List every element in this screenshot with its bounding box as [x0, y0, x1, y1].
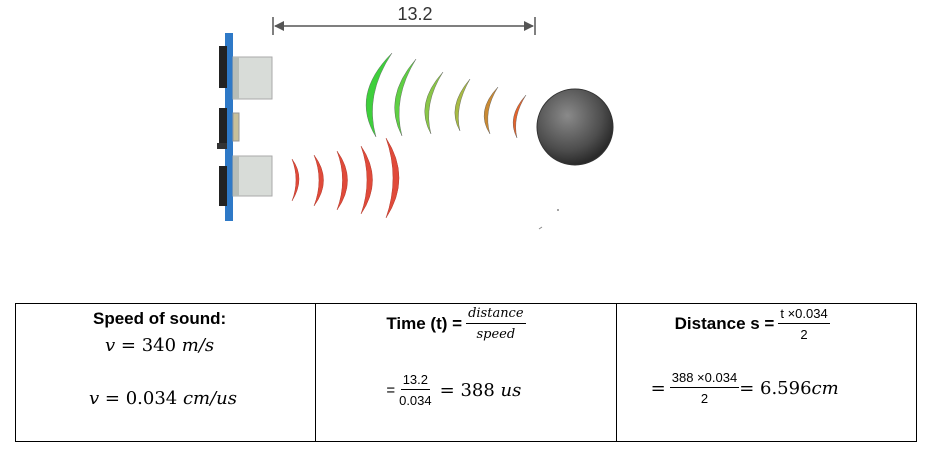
emitted-sound-waves [291, 137, 400, 219]
formula-table: Speed of sound: v = 340 m/s v = 0.034 cm… [14, 303, 918, 442]
speed-line-ms: v = 340 m/s [105, 335, 215, 356]
distance-label: 13.2 [397, 4, 432, 24]
echo-wave-5 [483, 86, 499, 135]
distance-calculation: = 388 ×0.034 2 = 6.596cm [650, 370, 839, 406]
distance-result: = 6.596cm [739, 377, 839, 399]
distance-label: Distance s = [674, 314, 775, 333]
speed-line-cmus: v = 0.034 cm/us [89, 388, 237, 409]
echo-wave-1 [365, 52, 393, 138]
ultrasonic-diagram: 13.2 [217, 4, 614, 230]
target-object [536, 88, 614, 166]
time-frac-num: distance [466, 306, 526, 324]
time-result: = 388 us [439, 379, 522, 401]
echo-sound-waves [365, 52, 527, 139]
time-label: Time (t) = [386, 314, 463, 333]
speed-title: Speed of sound: [93, 309, 227, 328]
time-formula: Time (t) = distance speed [386, 306, 526, 342]
emitted-wave-5 [385, 137, 400, 219]
emitted-wave-2 [313, 154, 324, 207]
distance-frac-den: 2 [800, 327, 808, 342]
echo-wave-6 [512, 94, 527, 139]
receiver-transducer [232, 155, 273, 197]
crystal-component [232, 112, 240, 142]
time-cell: Time (t) = distance speed = 13.2 0.034 =… [315, 303, 617, 442]
echo-wave-3 [424, 71, 444, 135]
sensor-pcb [225, 33, 233, 221]
time-fraction: distance speed [466, 306, 526, 342]
ultrasonic-sensor [217, 33, 273, 221]
distance-calc-den: 2 [700, 391, 709, 406]
time-calc-num: 13.2 [400, 372, 431, 390]
emitted-wave-4 [360, 145, 373, 215]
time-calculation: = 13.2 0.034 = 388 us [386, 372, 522, 408]
distance-dimension-line [272, 17, 536, 35]
emitted-wave-1 [291, 158, 300, 202]
emitted-wave-3 [336, 150, 348, 211]
distance-formula: Distance s = t ×0.034 2 [675, 306, 830, 342]
distance-frac-num: t ×0.034 [778, 306, 830, 324]
distance-calc-num: 388 ×0.034 [669, 370, 740, 388]
time-calc-den: 0.034 [399, 393, 432, 408]
echo-wave-2 [394, 58, 417, 137]
distance-calc-fraction: 388 ×0.034 2 [669, 370, 740, 406]
echo-wave-4 [454, 78, 471, 132]
time-frac-den: speed [476, 327, 516, 342]
distance-fraction: t ×0.034 2 [778, 306, 830, 342]
speed-cell: Speed of sound: v = 340 m/s v = 0.034 cm… [14, 303, 317, 442]
transmitter-transducer [232, 56, 273, 100]
time-calc-fraction: 13.2 0.034 [397, 372, 434, 408]
distance-cell: Distance s = t ×0.034 2 = 388 ×0.034 2 =… [615, 303, 918, 442]
